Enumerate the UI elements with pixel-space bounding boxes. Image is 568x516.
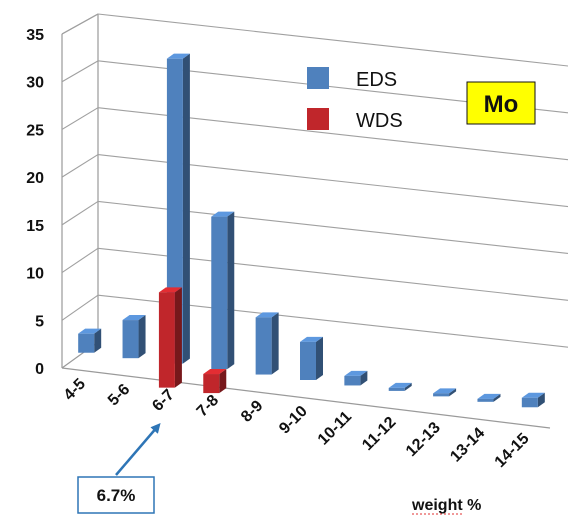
x-tick-label: 6-7 [149,386,177,414]
x-tick-label: 10-11 [315,408,355,448]
bars [78,53,545,408]
bar-eds-8-9-front [255,317,272,375]
bar-eds-6-7-side [182,53,190,364]
bar-eds-9-10-front [300,341,316,380]
gridline-side [61,200,99,226]
legend-label-eds: EDS [356,69,397,91]
x-axis-title: weight % [411,497,481,514]
bar-eds-13-14-top [477,393,501,399]
callout: 6.7% [77,422,161,514]
x-tick-label: 9-10 [276,403,311,438]
y-tick-label: 15 [26,218,44,235]
x-tick-label: 4-5 [61,375,89,403]
bar-eds-4-5-side [94,328,102,353]
bar-eds-5-6-side [138,315,146,359]
mo-tag-label: Mo [484,91,519,118]
bar-eds-14-15-front [521,397,538,408]
bar-eds-11-12 [388,382,412,391]
bar-eds-7-8-side [227,211,235,370]
bar-eds-5-6-front [122,320,139,359]
bar-eds-14-15-top [521,392,545,398]
mo-tag-box [466,81,536,125]
x-tick-label: 11-12 [359,414,399,454]
y-tick-label: 35 [26,27,44,44]
bar-eds-8-9-side [271,312,279,375]
gridline-side [61,247,99,274]
legend-swatch-wds [307,108,329,130]
bar-eds-14-15 [521,392,545,408]
bar-eds-13-14 [477,393,501,402]
bar-eds-10-11-side [360,370,368,386]
y-tick-label: 5 [35,313,44,330]
x-tick-label: 12-13 [403,419,444,460]
legend-swatch-eds [307,67,329,89]
gridline-side [61,154,99,178]
gridline-side [61,107,99,130]
y-tick-label: 30 [26,75,44,92]
y-tick-label: 25 [26,122,44,139]
bar-eds-4-5-front [78,333,95,353]
bar-wds-7-8-top [203,369,227,375]
legend-label-wds: WDS [356,110,403,132]
bar-wds-7-8-front [203,374,220,394]
mo-tag: Mo [466,81,536,125]
x-tick-label: 13-14 [447,425,488,466]
bar-eds-8-9 [255,312,279,375]
bar-eds-12-13 [433,388,457,397]
floor-front-edge [61,367,551,429]
bar-eds-5-6-top [122,315,146,321]
callout-arrow [115,422,161,476]
bar-eds-13-14-front [477,398,494,402]
bar-eds-7-8 [211,211,235,370]
gridline-side [61,60,99,83]
bar-eds-11-12-front [388,387,405,391]
bar-wds-6-7-top [158,287,182,293]
bar-eds-9-10-top [300,336,323,342]
bar-wds-7-8 [203,369,227,394]
gridline-side [61,294,99,321]
bar-wds-6-7-front [158,292,175,388]
bar-eds-8-9-top [255,312,279,318]
gridline [97,13,568,67]
bar-wds-6-7 [158,287,182,388]
x-tick-label: 7-8 [194,392,222,420]
bar-wds-6-7-side [174,287,182,388]
x-tick-label: 8-9 [238,397,266,425]
bar-eds-9-10 [300,336,323,380]
bar-eds-5-6 [122,315,146,359]
bar-eds-10-11 [344,370,368,386]
bar-eds-7-8-top [211,211,235,217]
bar-eds-10-11-front [344,375,361,386]
bar-eds-13-14-side [493,393,501,402]
y-axis-ticks: 0 5 10 15 20 25 30 35 [26,27,44,378]
y-tick-label: 10 [26,266,44,283]
y-tick-label: 0 [35,361,44,378]
bar-eds-12-13-side [449,388,457,397]
bar-eds-12-13-front [433,393,450,397]
bar-eds-7-8-front [211,216,228,370]
bar-eds-6-7-top [166,53,190,59]
bar-eds-4-5-top [78,328,102,334]
back-wall [61,13,551,429]
legend: EDS WDS [307,67,403,132]
bar-eds-4-5 [78,328,102,353]
x-tick-label: 5-6 [105,381,133,409]
bar-eds-11-12-top [388,382,412,388]
gridline-side [61,13,99,35]
callout-box [77,476,155,514]
gridlines [61,13,568,348]
bar-eds-11-12-side [404,382,412,391]
y-tick-label: 20 [26,170,44,187]
x-tick-label: 14-15 [492,430,533,471]
bar-wds-7-8-side [219,369,227,394]
callout-label: 6.7% [97,486,136,505]
bar-eds-12-13-top [433,388,457,394]
bar-eds-14-15-side [537,392,545,408]
bar-eds-10-11-top [344,370,368,376]
bar-eds-9-10-side [316,336,323,380]
